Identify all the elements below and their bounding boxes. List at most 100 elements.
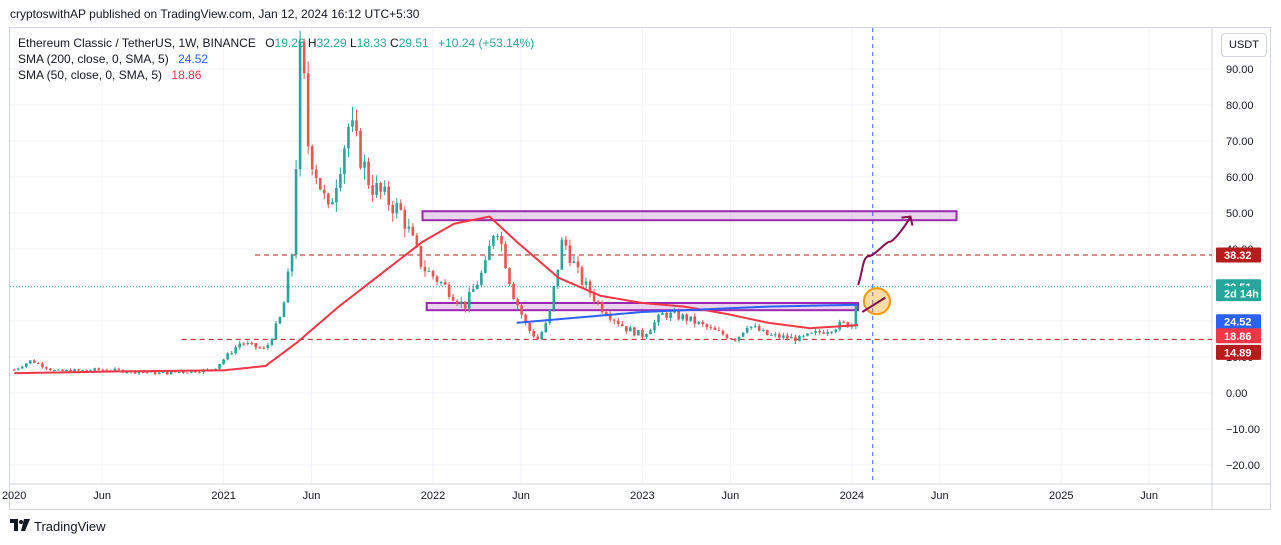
- candle-body: [177, 371, 181, 373]
- candle-body: [488, 245, 491, 261]
- candle-body: [41, 363, 44, 368]
- x-tick-label: 2022: [421, 490, 445, 502]
- y-tick-label: 90.00: [1226, 64, 1254, 76]
- candle-body: [419, 245, 423, 267]
- candle-body: [403, 209, 407, 229]
- legend-sma200-row[interactable]: SMA (200, close, 0, SMA, 5) 24.52: [18, 51, 534, 67]
- candle-body: [427, 270, 431, 272]
- candle-body: [705, 324, 709, 328]
- candle-body: [105, 369, 109, 371]
- candle-body: [391, 204, 395, 214]
- candle-body: [351, 120, 354, 127]
- change-value: +10.24 (+53.14%): [438, 36, 535, 50]
- publisher-line: cryptoswithAP published on TradingView.c…: [10, 7, 420, 21]
- candle-body: [645, 334, 648, 338]
- candle-body: [713, 327, 717, 331]
- candle-body: [822, 332, 825, 334]
- candle-body: [761, 329, 765, 331]
- candle-body: [681, 314, 684, 320]
- price-label-bg: [1216, 247, 1261, 263]
- y-tick-label: 0.00: [1226, 388, 1247, 400]
- projection-arrowhead-icon: [901, 215, 914, 226]
- candle-body: [620, 324, 624, 327]
- candle-body: [612, 319, 616, 321]
- candle-body: [431, 270, 435, 277]
- candle-body: [16, 368, 20, 370]
- candle-body: [367, 161, 370, 186]
- candle-body: [512, 283, 515, 300]
- candle-body: [222, 359, 225, 364]
- candle-body: [93, 368, 97, 371]
- candle-body: [842, 321, 846, 323]
- candle-body: [540, 332, 544, 340]
- candle-body: [363, 161, 366, 168]
- projection[interactable]: [857, 215, 914, 316]
- candle-body: [661, 313, 664, 315]
- candle-body: [375, 183, 378, 195]
- candle-body: [451, 296, 455, 301]
- candle-body: [73, 369, 76, 373]
- candle-body: [153, 371, 157, 375]
- time-axis[interactable]: 2020 Jun 2021 Jun 2022 Jun 2023 Jun 2024 Jun 2025 J…: [2, 490, 1158, 502]
- candle-body: [476, 284, 479, 289]
- candle-body: [673, 311, 676, 313]
- candle-body: [28, 360, 32, 364]
- candle-body: [480, 272, 483, 285]
- candle-body: [125, 372, 129, 374]
- candle-body: [608, 315, 612, 320]
- candle-body: [443, 282, 447, 285]
- candle-body: [238, 343, 242, 348]
- sma50-label: SMA (50, close, 0, SMA, 5): [18, 68, 163, 82]
- candle-body: [411, 226, 415, 236]
- candle-body: [85, 369, 88, 371]
- candle-body: [234, 347, 237, 354]
- candle-body: [117, 368, 121, 370]
- legend-sma50-row[interactable]: SMA (50, close, 0, SMA, 5) 18.86: [18, 67, 534, 83]
- candle-body: [846, 322, 850, 328]
- candle-body: [576, 261, 580, 268]
- x-tick-label: 2024: [840, 490, 864, 502]
- candle-body: [20, 366, 24, 369]
- candle-body: [230, 353, 233, 355]
- candle-body: [286, 271, 290, 303]
- candle-body: [580, 267, 584, 285]
- breakout-arrow: [861, 296, 886, 313]
- candle-body: [548, 309, 552, 323]
- candle-body: [407, 226, 411, 229]
- price-label-text: 14.89: [1224, 347, 1252, 359]
- candle-body: [282, 302, 286, 318]
- x-tick-label: Jun: [512, 490, 530, 502]
- close-value: 29.51: [398, 36, 429, 50]
- tradingview-logo-icon: [10, 519, 30, 534]
- candle-body: [814, 330, 817, 333]
- candle-body: [657, 314, 660, 323]
- price-axis[interactable]: −20.00−10.000.0010.0020.0030.0040.0050.0…: [1226, 64, 1260, 472]
- y-tick-label: 70.00: [1226, 136, 1254, 148]
- candle-body: [834, 329, 838, 332]
- candle-body: [415, 235, 419, 246]
- candle-body: [310, 146, 314, 170]
- candle-body: [165, 371, 169, 375]
- candle-body: [528, 322, 531, 331]
- currency-button[interactable]: USDT: [1221, 33, 1267, 57]
- candle-body: [318, 178, 322, 190]
- candle-body: [745, 327, 749, 333]
- candle-body: [254, 343, 258, 348]
- candle-body: [383, 186, 386, 192]
- candle-body: [633, 327, 636, 336]
- candle-body: [516, 299, 519, 306]
- candle-body: [701, 321, 705, 325]
- candle-body: [665, 313, 668, 318]
- x-tick-label: Jun: [93, 490, 111, 502]
- candle-body: [298, 41, 302, 170]
- candle-body: [492, 235, 495, 246]
- candle-body: [198, 372, 201, 374]
- candle-body: [769, 334, 773, 336]
- candle-body: [250, 343, 254, 345]
- candle-body: [246, 343, 250, 345]
- candle-body: [737, 336, 741, 341]
- sma50-line: [14, 215, 859, 375]
- candle-body: [584, 281, 588, 285]
- symbol-name[interactable]: Ethereum Classic / TetherUS, 1W, BINANCE: [18, 36, 256, 50]
